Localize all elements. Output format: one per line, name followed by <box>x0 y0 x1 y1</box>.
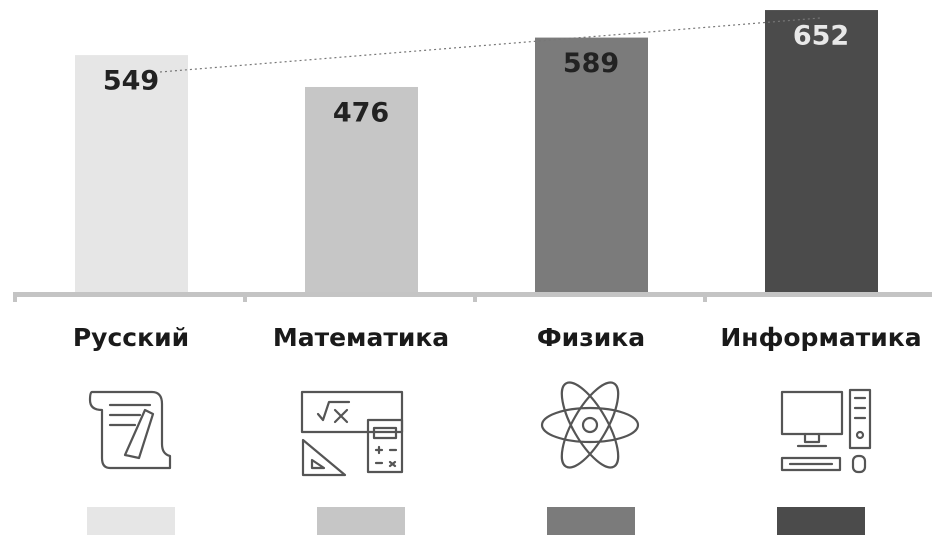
value-label: 589 <box>563 48 619 79</box>
icon-computer <box>780 388 872 474</box>
legend-swatch <box>87 507 175 535</box>
trend-line <box>159 17 821 73</box>
legend-swatch <box>547 507 635 535</box>
value-label: 476 <box>333 97 389 128</box>
category-label: Физика <box>537 323 645 352</box>
axis-ticks <box>13 292 707 302</box>
category-label: Информатика <box>720 323 921 352</box>
bars <box>75 10 878 296</box>
bar <box>765 10 878 296</box>
category-label: Математика <box>273 323 449 352</box>
legend-swatch <box>317 507 405 535</box>
bar <box>75 55 188 295</box>
legend-swatch <box>777 507 865 535</box>
labels: 549 Русский 476 Математика 589 Физика 652 Инфор… <box>73 21 922 535</box>
icon-scroll <box>88 390 172 470</box>
value-label: 652 <box>793 21 849 52</box>
category-label: Русский <box>73 323 189 352</box>
bar <box>305 86 418 295</box>
icon-atom <box>540 381 640 469</box>
icon-math <box>300 390 404 477</box>
bar <box>535 37 648 296</box>
value-label: 549 <box>103 66 159 97</box>
